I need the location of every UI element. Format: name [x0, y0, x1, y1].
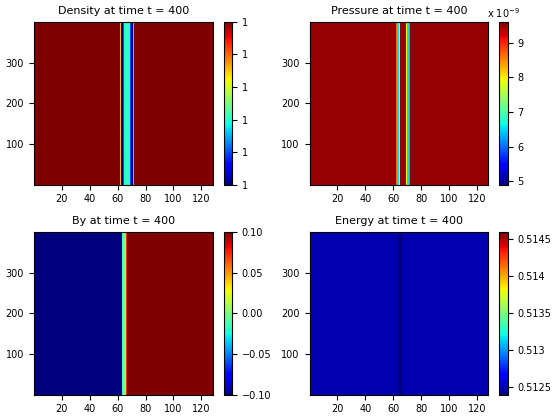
Title: Density at time t = 400: Density at time t = 400 [58, 5, 189, 16]
Title: Energy at time t = 400: Energy at time t = 400 [335, 215, 463, 226]
Title: x 10$^{-9}$: x 10$^{-9}$ [487, 6, 520, 20]
Title: Pressure at time t = 400: Pressure at time t = 400 [330, 5, 467, 16]
Title: By at time t = 400: By at time t = 400 [72, 215, 175, 226]
